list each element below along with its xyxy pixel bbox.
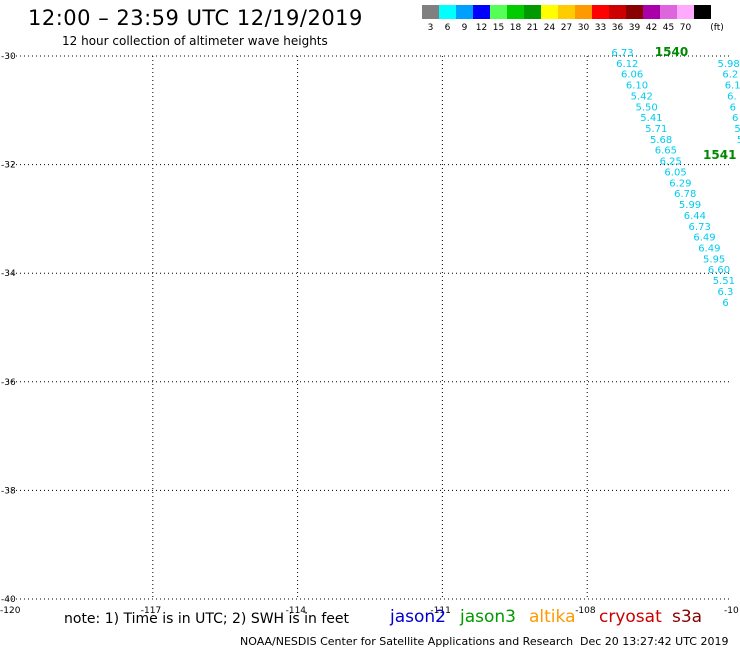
legend-label: 30 xyxy=(577,23,590,33)
legend-unit: (ft) xyxy=(710,23,724,33)
legend-swatch xyxy=(575,5,592,19)
legend-swatch xyxy=(643,5,660,19)
legend-swatch xyxy=(422,5,439,19)
wave-height-value: 6.25 xyxy=(660,157,682,168)
legend-label: 18 xyxy=(509,23,522,33)
legend-swatch xyxy=(490,5,507,19)
wave-height-value: 6.10 xyxy=(626,81,648,92)
lat-label: -36 xyxy=(1,378,16,388)
legend-swatch xyxy=(524,5,541,19)
wave-height-value: 5.51 xyxy=(713,276,735,287)
legend-label: 6 xyxy=(444,23,451,33)
wave-height-value: 6.12 xyxy=(616,59,638,70)
lat-label: -34 xyxy=(1,269,16,279)
wave-height-value: 5.41 xyxy=(640,113,662,124)
lon-label: -120 xyxy=(0,606,21,616)
pass-label: 1541 xyxy=(703,148,736,162)
wave-height-value: 5.68 xyxy=(650,135,672,146)
satellite-name: jason2 xyxy=(390,607,446,627)
lon-label: -108 xyxy=(575,606,596,616)
legend-swatch xyxy=(439,5,456,19)
legend-label: 36 xyxy=(611,23,624,33)
wave-height-value: 5.98 xyxy=(718,59,740,70)
wave-height-value: 6.49 xyxy=(698,243,720,254)
wave-height-value: 5.50 xyxy=(635,102,657,113)
lat-label: -32 xyxy=(1,161,16,171)
legend-label: 21 xyxy=(526,23,539,33)
satellite-name: jason3 xyxy=(460,607,516,627)
wave-height-value: 5.71 xyxy=(645,124,667,135)
wave-height-value: 5.42 xyxy=(631,91,653,102)
wave-height-value: 6 xyxy=(732,113,738,124)
wave-height-value: 5 xyxy=(734,124,740,135)
legend-label: 33 xyxy=(594,23,607,33)
lat-label: -38 xyxy=(1,486,16,496)
legend-label: 3 xyxy=(427,23,434,33)
satellite-name: altika xyxy=(529,607,576,627)
satellite-name: s3a xyxy=(672,607,703,627)
legend-swatch xyxy=(609,5,626,19)
wave-height-value: 5.95 xyxy=(703,254,725,265)
legend-swatch xyxy=(660,5,677,19)
legend-swatch xyxy=(592,5,609,19)
legend-label: 24 xyxy=(543,23,556,33)
lat-label: -30 xyxy=(1,52,16,62)
satellite-name: cryosat xyxy=(599,607,662,627)
generation-timestamp: Dec 20 13:27:42 UTC 2019 xyxy=(580,635,729,648)
wave-height-value: 6.65 xyxy=(655,146,677,157)
legend-label: 15 xyxy=(492,23,505,33)
credit-text: NOAA/NESDIS Center for Satellite Applica… xyxy=(240,635,574,648)
legend-swatch xyxy=(558,5,575,19)
legend-swatch xyxy=(507,5,524,19)
wave-height-value: 6.05 xyxy=(664,167,686,178)
legend-label: 70 xyxy=(679,23,692,33)
wave-height-value: 6.78 xyxy=(674,189,696,200)
legend-label: 45 xyxy=(662,23,675,33)
wave-height-value: 5 xyxy=(737,135,740,146)
lon-label: -10 xyxy=(724,606,739,616)
lon-label: -117 xyxy=(141,606,161,616)
wave-height-value: 6.2 xyxy=(722,70,738,81)
lat-label: -40 xyxy=(1,595,16,605)
lon-label: -111 xyxy=(430,606,450,616)
legend-label: 42 xyxy=(645,23,658,33)
legend-swatch xyxy=(677,5,694,19)
wave-height-value: 6 xyxy=(722,298,728,309)
legend-swatch xyxy=(626,5,643,19)
wave-height-value: 6.49 xyxy=(693,233,715,244)
wave-height-value: 6.44 xyxy=(684,211,706,222)
lon-label: -114 xyxy=(286,606,307,616)
wave-height-value: 6.73 xyxy=(611,48,633,59)
wave-height-value: 6.29 xyxy=(669,178,691,189)
legend-label: 27 xyxy=(560,23,573,33)
legend-swatch xyxy=(694,5,711,19)
wave-height-value: 6.3 xyxy=(718,287,734,298)
legend-swatch xyxy=(473,5,490,19)
wave-height-value: 5.99 xyxy=(679,200,701,211)
wave-height-value: 6.06 xyxy=(621,70,643,81)
map-subtitle: 12 hour collection of altimeter wave hei… xyxy=(62,34,328,48)
legend-swatch xyxy=(456,5,473,19)
footer-note: note: 1) Time is in UTC; 2) SWH is in fe… xyxy=(64,611,350,627)
legend-label: 39 xyxy=(628,23,641,33)
legend-swatch xyxy=(541,5,558,19)
legend-label: 12 xyxy=(475,23,488,33)
map-title: 12:00 – 23:59 UTC 12/19/2019 xyxy=(28,6,363,30)
legend-label: 9 xyxy=(461,23,468,33)
wave-height-value: 6.60 xyxy=(708,265,730,276)
wave-height-value: 6.1 xyxy=(725,81,740,92)
wave-height-value: 6 xyxy=(730,102,736,113)
wave-height-value: 6. xyxy=(727,91,737,102)
wave-height-value: 6.73 xyxy=(689,222,711,233)
pass-label: 1540 xyxy=(655,45,688,59)
